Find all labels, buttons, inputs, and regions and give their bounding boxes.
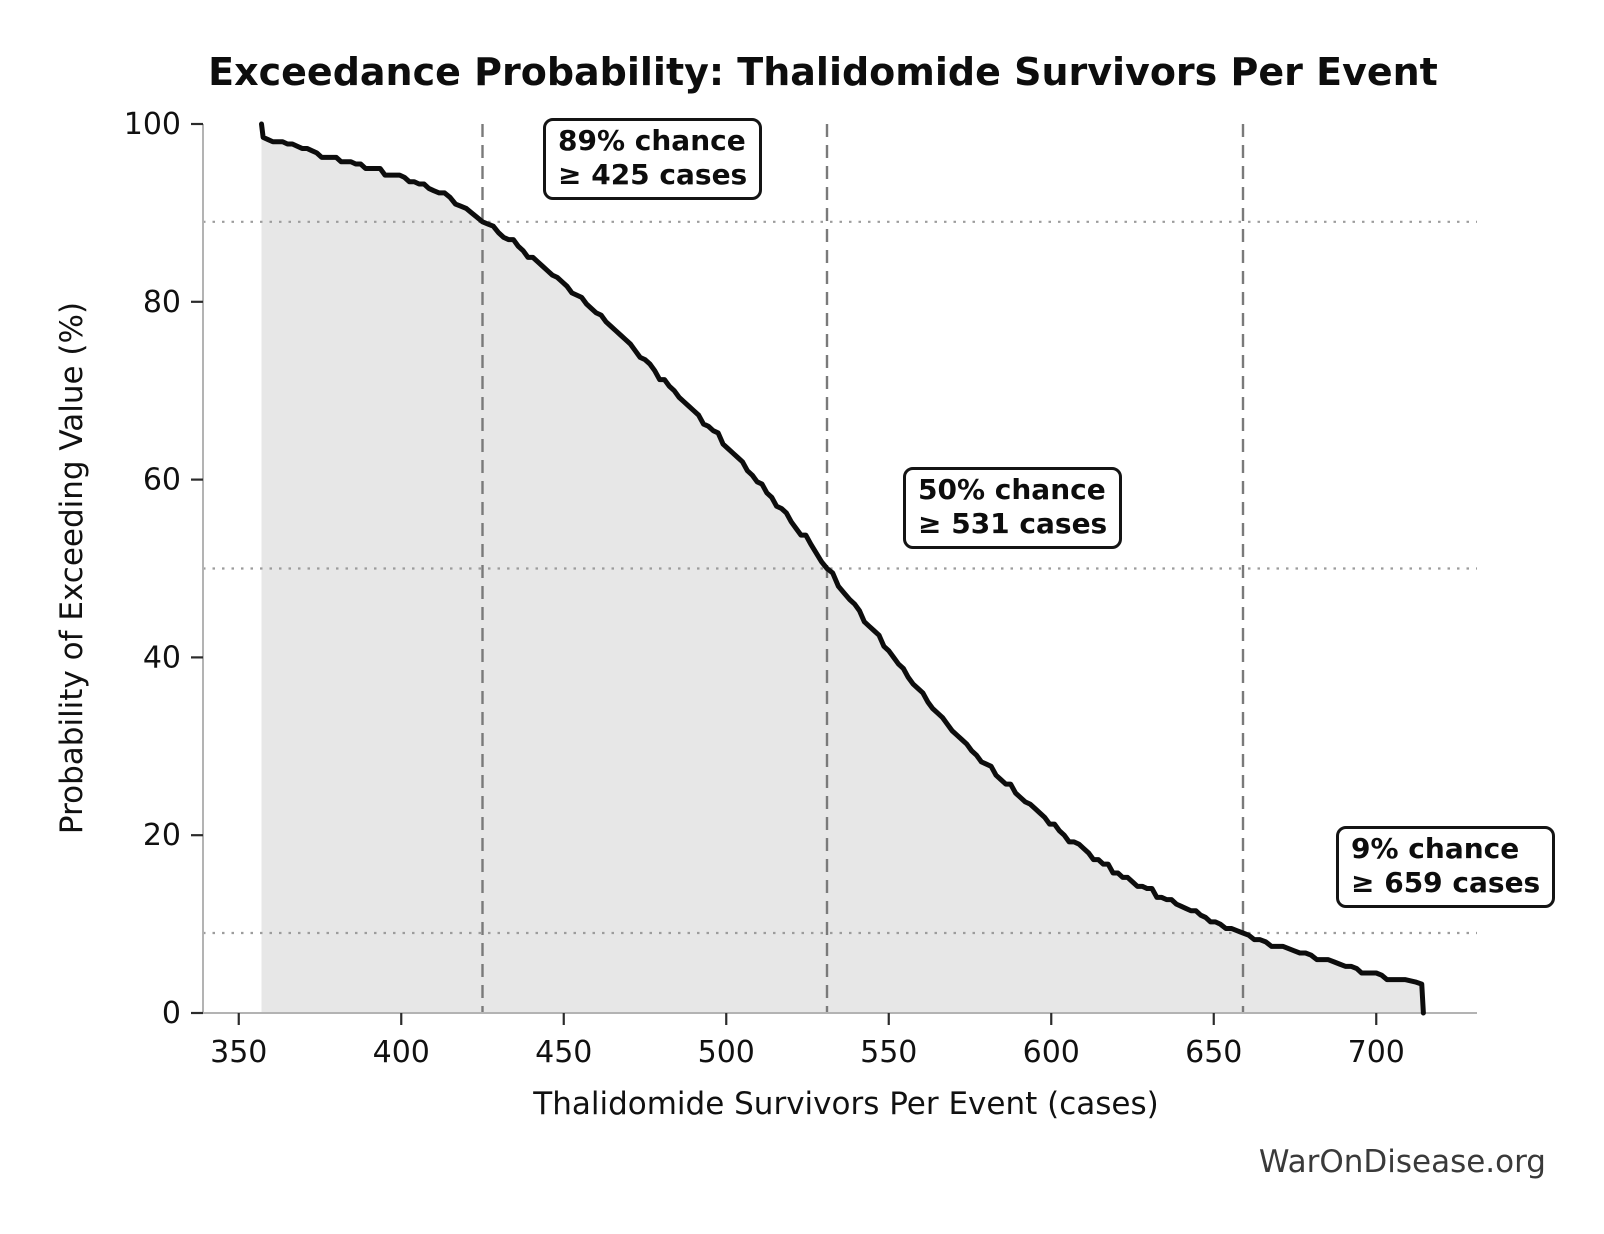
x-tick-label-400: 400: [373, 1035, 430, 1070]
annotation-89-line2: ≥ 425 cases: [558, 158, 748, 191]
x-tick-label-350: 350: [210, 1035, 267, 1070]
y-tick-label-60: 60: [143, 463, 181, 498]
annotation-50-line1: 50% chance: [918, 473, 1106, 506]
y-tick-label-20: 20: [143, 818, 181, 853]
x-tick-label-450: 450: [535, 1035, 592, 1070]
area-fill: [261, 124, 1424, 1013]
annotation-box-50-chance: 50% chance ≥ 531 cases: [903, 467, 1123, 549]
annotation-89-line1: 89% chance: [558, 124, 746, 157]
y-axis-label: Probability of Exceeding Value (%): [54, 301, 90, 835]
chart-title: Exceedance Probability: Thalidomide Surv…: [208, 50, 1438, 94]
exceedance-curve: [259, 121, 1426, 1016]
y-tick-label-0: 0: [162, 996, 181, 1031]
annotation-50-line2: ≥ 531 cases: [918, 507, 1108, 540]
annotation-box-9-chance: 9% chance ≥ 659 cases: [1336, 826, 1556, 908]
y-tick-label-40: 40: [143, 640, 181, 675]
annotation-9-line1: 9% chance: [1351, 832, 1520, 865]
x-tick-label-700: 700: [1348, 1035, 1405, 1070]
annotation-9-line2: ≥ 659 cases: [1351, 866, 1541, 899]
y-tick-label-80: 80: [143, 285, 181, 320]
x-tick-label-600: 600: [1023, 1035, 1080, 1070]
y-tick-label-100: 100: [124, 107, 181, 142]
annotation-box-89-chance: 89% chance ≥ 425 cases: [543, 118, 763, 200]
x-axis-label: Thalidomide Survivors Per Event (cases): [533, 1086, 1159, 1122]
x-tick-label-500: 500: [698, 1035, 755, 1070]
watermark: WarOnDisease.org: [1258, 1144, 1546, 1180]
x-tick-label-550: 550: [860, 1035, 917, 1070]
x-tick-label-650: 650: [1185, 1035, 1242, 1070]
